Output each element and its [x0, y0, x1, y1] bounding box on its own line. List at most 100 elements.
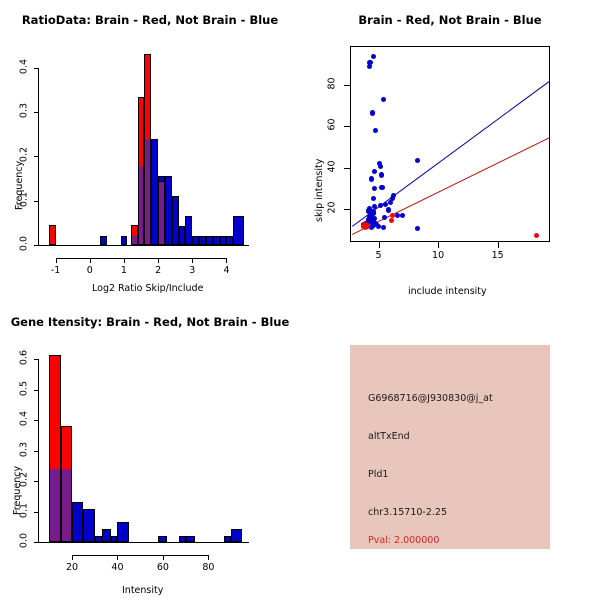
- x-tick-label: 40: [111, 562, 124, 573]
- y-tick-label: 0.4: [18, 411, 30, 427]
- scatter-point: [380, 224, 386, 231]
- scatter-point: [378, 172, 384, 178]
- histogram-bar-blue: [192, 236, 200, 245]
- histogram-baseline: [38, 245, 249, 246]
- panel-scatter: Brain - Red, Not Brain - Blue skip inten…: [300, 0, 600, 300]
- scatter-point: [378, 203, 384, 209]
- histogram-bar-blue: [185, 535, 195, 542]
- scatter-plot-area: [350, 46, 551, 242]
- scatter-point: [376, 160, 383, 167]
- histogram-bar-blue: [224, 535, 232, 542]
- scatter-ylabel: skip intensity: [314, 158, 325, 222]
- histogram-bar-red: [130, 225, 138, 237]
- ratio-histogram-xlabel: Log2 Ratio Skip/Include: [92, 283, 204, 294]
- x-tick-label: 15: [491, 250, 504, 261]
- scatter-point: [371, 169, 377, 175]
- histogram-bar-overlap: [158, 180, 165, 245]
- histogram-bar-red: [60, 426, 72, 470]
- y-tick-label: 20: [326, 201, 338, 214]
- histogram-bar-red: [48, 225, 56, 245]
- scatter-point: [382, 202, 389, 208]
- x-tick: [192, 258, 194, 263]
- x-tick: [438, 242, 440, 248]
- ratio-histogram-title: RatioData: Brain - Red, Not Brain - Blue: [21, 13, 279, 27]
- scatter-point: [388, 200, 394, 206]
- x-tick: [89, 258, 91, 263]
- y-tick-label: 0.0: [18, 235, 30, 252]
- scatter-point: [391, 192, 397, 199]
- histogram-bar-blue: [158, 535, 168, 542]
- histogram-bar-blue: [120, 236, 128, 245]
- histogram-bar-blue: [233, 216, 244, 245]
- x-axis-line: [72, 555, 209, 556]
- scatter-point: [375, 223, 381, 230]
- histogram-bar-blue: [117, 522, 129, 542]
- y-tick: [344, 208, 350, 210]
- scatter-point: [360, 222, 367, 229]
- x-tick-label: 10: [432, 250, 445, 261]
- histogram-bar-blue: [178, 535, 186, 542]
- histogram-bar-blue: [83, 509, 95, 542]
- x-tick-label: 80: [202, 562, 215, 573]
- panel-gene-histogram: Gene Itensity: Brain - Red, Not Brain - …: [0, 300, 300, 600]
- histogram-bar-overlap: [60, 469, 72, 542]
- x-tick: [72, 555, 73, 560]
- y-tick: [34, 359, 39, 361]
- scatter-point: [381, 214, 387, 220]
- x-tick-label: 60: [156, 562, 169, 573]
- panel-ratio-histogram: RatioData: Brain - Red, Not Brain - Blue…: [0, 0, 300, 300]
- histogram-bar-blue: [72, 502, 84, 542]
- y-tick-label: 0.1: [18, 502, 30, 518]
- y-tick-label: 0.3: [18, 441, 30, 457]
- scatter-point: [369, 176, 375, 182]
- x-tick: [226, 258, 228, 263]
- histogram-bar-overlap: [49, 469, 61, 542]
- scatter-point: [369, 110, 376, 116]
- scatter-point: [415, 225, 421, 232]
- scatter-point: [368, 224, 374, 231]
- info-event-type: altTxEnd: [368, 431, 410, 442]
- scatter-point: [372, 204, 378, 210]
- scatter-xlabel: include intensity: [408, 286, 487, 297]
- histogram-bar-blue: [110, 535, 118, 542]
- x-tick: [117, 555, 119, 560]
- histogram-bar-blue: [226, 236, 234, 245]
- histogram-bar-blue: [99, 236, 107, 245]
- scatter-point: [372, 127, 378, 134]
- gene-info-panel: G6968716@J930830@j_at altTxEnd Pld1 chr3…: [350, 345, 550, 549]
- y-tick: [34, 481, 39, 483]
- histogram-bar-blue: [101, 528, 111, 542]
- x-tick: [158, 258, 160, 263]
- y-tick-label: 80: [326, 77, 338, 90]
- scatter-point: [379, 184, 385, 190]
- histogram-bar-blue: [212, 236, 220, 245]
- y-tick: [34, 420, 39, 422]
- histogram-bar-overlap: [137, 167, 145, 245]
- scatter-point: [368, 218, 374, 224]
- x-tick: [497, 242, 499, 248]
- scatter-point: [371, 196, 377, 202]
- histogram-bar-red: [144, 54, 152, 139]
- x-tick-label: 5: [375, 250, 382, 261]
- y-tick-label: 0.1: [18, 191, 30, 207]
- y-tick-label: 0.3: [18, 102, 30, 119]
- info-gene-symbol: Pld1: [368, 469, 389, 480]
- y-tick-label: 0.5: [18, 380, 30, 396]
- gene-histogram-plot: [47, 350, 247, 542]
- y-tick: [34, 542, 39, 543]
- histogram-bar-blue: [164, 176, 172, 245]
- ratio-histogram-plot: [47, 50, 247, 245]
- histogram-bar-blue: [185, 216, 193, 245]
- histogram-bar-red: [49, 354, 61, 470]
- scatter-point: [390, 196, 396, 202]
- scatter-point: [394, 212, 401, 218]
- y-tick: [34, 156, 39, 158]
- y-tick-label: 0.6: [18, 350, 30, 366]
- y-tick-label: 0.2: [18, 472, 30, 488]
- scatter-point: [371, 53, 377, 59]
- gene-histogram-xlabel: Intensity: [122, 585, 164, 596]
- x-tick: [55, 258, 57, 263]
- y-tick: [34, 112, 39, 114]
- histogram-bar-overlap: [130, 236, 138, 245]
